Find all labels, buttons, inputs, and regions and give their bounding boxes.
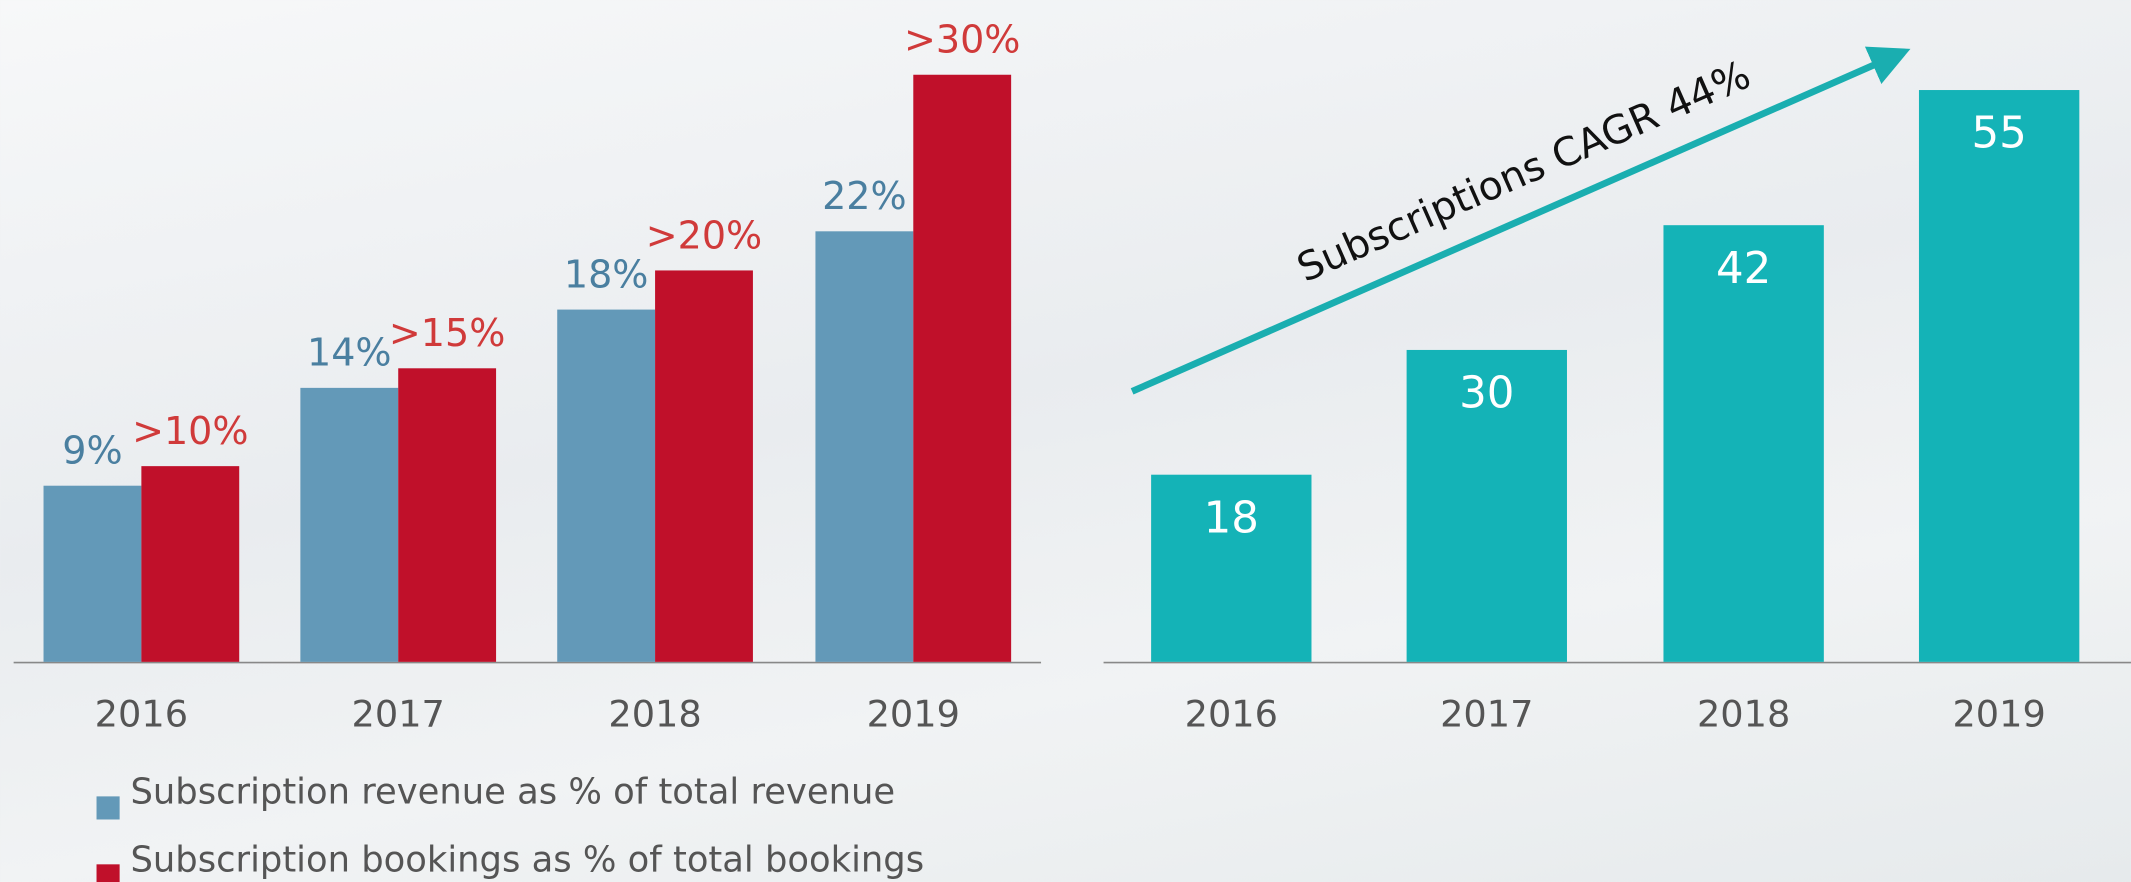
x-tick-label: 2019 (1952, 693, 2045, 736)
data-label: 22% (822, 174, 907, 218)
x-tick-label: 2017 (352, 693, 445, 736)
bar (913, 74, 1012, 662)
trend-arrow (1130, 46, 1911, 395)
legend-swatch (96, 796, 120, 820)
bar (43, 485, 142, 662)
x-tick-label: 2017 (1440, 693, 1533, 736)
x-tick-label: 2019 (867, 693, 960, 736)
data-label: 18% (564, 252, 649, 296)
x-tick-label: 2016 (95, 693, 188, 736)
bar (300, 387, 399, 662)
bar (1663, 225, 1824, 662)
x-tick-label: 2018 (1697, 693, 1790, 736)
bar (1918, 90, 2080, 662)
bar (557, 309, 656, 662)
data-label: >30% (904, 18, 1020, 62)
legend-label: Subscription revenue as % of total reven… (130, 772, 895, 813)
data-label: >15% (389, 311, 505, 355)
data-label: 9% (62, 429, 122, 473)
x-tick-label: 2018 (608, 693, 701, 736)
bar (1406, 349, 1567, 662)
data-label: 55 (1971, 109, 2026, 159)
data-label: 14% (307, 331, 392, 375)
bar (1151, 474, 1312, 662)
bar (141, 466, 240, 662)
data-label: 18 (1204, 493, 1259, 543)
x-tick-label: 2016 (1185, 693, 1278, 736)
data-label: 42 (1716, 244, 1771, 294)
data-label: 30 (1459, 369, 1514, 419)
bar (398, 368, 497, 662)
legend-swatch (96, 864, 120, 882)
legend-label: Subscription bookings as % of total book… (130, 840, 924, 881)
data-label: >10% (132, 409, 248, 453)
data-label: >20% (646, 213, 762, 257)
bar (655, 270, 753, 662)
bar (815, 231, 914, 662)
